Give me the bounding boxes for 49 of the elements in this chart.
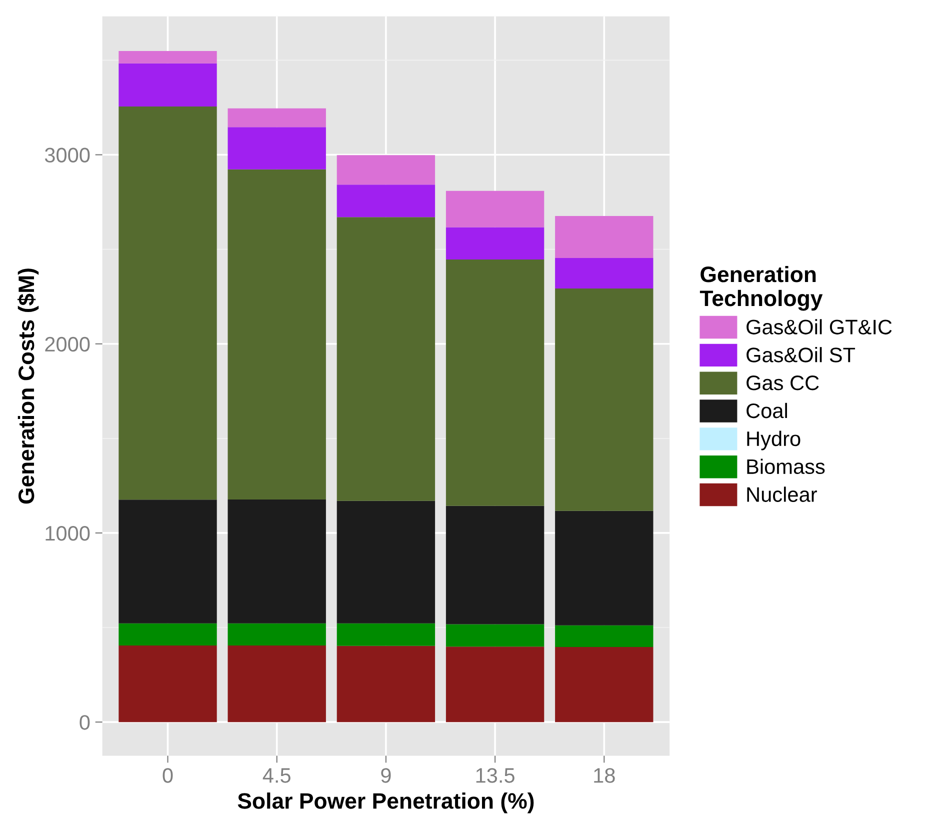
legend-label: Gas CC bbox=[746, 376, 819, 390]
bar bbox=[555, 510, 654, 626]
bar bbox=[118, 623, 217, 646]
bar bbox=[336, 500, 436, 624]
x-tick-label: 13.5 bbox=[476, 768, 514, 783]
legend-label: Biomass bbox=[747, 458, 825, 474]
bar bbox=[228, 645, 326, 722]
bar bbox=[228, 169, 326, 500]
legend-label: Gas&Oil ST bbox=[746, 347, 856, 362]
bar bbox=[555, 216, 654, 258]
bar bbox=[336, 217, 436, 501]
legend-label: Gas&Oil GT&IC bbox=[746, 319, 892, 334]
x-tick-label: 9 bbox=[381, 768, 391, 783]
bar bbox=[446, 506, 544, 624]
bar bbox=[118, 645, 217, 722]
bar bbox=[336, 646, 436, 722]
x-tick-label: 4.5 bbox=[262, 768, 290, 783]
bar bbox=[118, 50, 217, 64]
bar bbox=[228, 108, 326, 128]
bar bbox=[446, 227, 544, 260]
x-axis-title: Solar Power Penetration (%) bbox=[238, 792, 534, 814]
bar bbox=[446, 624, 544, 647]
bar bbox=[118, 106, 217, 500]
y-axis-title: Generation Costs ($M) bbox=[17, 268, 39, 504]
y-tick-label: 2000 bbox=[45, 336, 90, 352]
bar bbox=[446, 260, 544, 506]
y-tick-label: 1000 bbox=[46, 526, 90, 541]
bar bbox=[228, 127, 326, 170]
bar bbox=[446, 646, 544, 722]
bar bbox=[336, 184, 436, 218]
legend-title: Generation Technology bbox=[700, 266, 823, 311]
bar bbox=[555, 646, 654, 722]
bar bbox=[555, 288, 654, 511]
bar bbox=[555, 258, 654, 288]
y-tick-label: 3000 bbox=[44, 148, 90, 163]
bar bbox=[118, 500, 217, 624]
legend-label: Nuclear bbox=[747, 486, 817, 502]
x-tick-label: 18 bbox=[594, 768, 615, 783]
x-tick-label: 0 bbox=[162, 768, 173, 783]
bar bbox=[228, 499, 326, 624]
y-tick-label: 0 bbox=[80, 715, 90, 730]
bar bbox=[336, 623, 436, 646]
legend-label: Hydro bbox=[747, 430, 800, 450]
bar bbox=[228, 623, 326, 646]
bar bbox=[446, 190, 544, 228]
bar bbox=[336, 155, 436, 185]
bar bbox=[555, 625, 654, 647]
bar bbox=[118, 63, 217, 107]
legend-label: Coal bbox=[746, 402, 787, 418]
